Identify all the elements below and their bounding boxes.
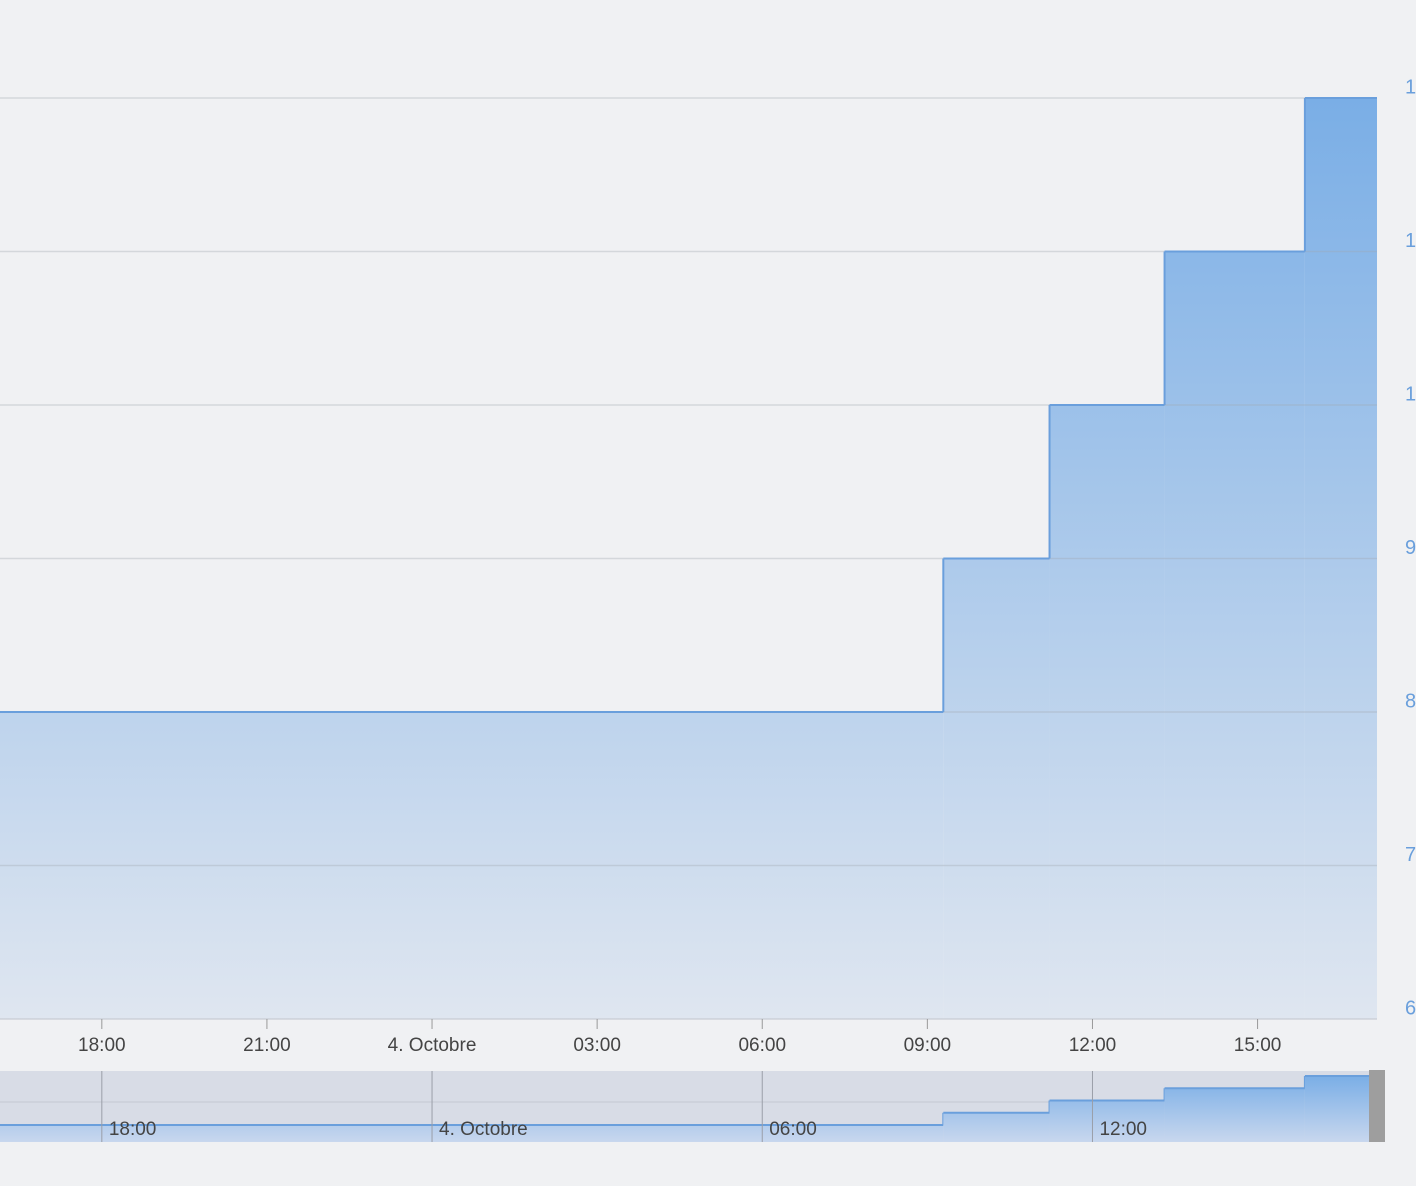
y-tick-label: 60 [1405,997,1416,1019]
x-tick-label: 09:00 [904,1035,952,1056]
area-step [1164,251,1305,1019]
navigator-handle[interactable] [1369,1070,1385,1142]
x-tick-label: 06:00 [738,1035,786,1056]
area-step [0,712,944,1019]
navigator-area [1164,1088,1305,1142]
navigator-tick-label: 18:00 [109,1119,157,1140]
navigator-tick-label: 12:00 [1099,1119,1147,1140]
y-tick-label: 80 [1405,690,1416,712]
y-tick-label: 110 [1405,230,1416,252]
navigator-tick-label: 06:00 [769,1119,817,1140]
x-tick-label: 12:00 [1069,1035,1117,1056]
navigator-area [0,1125,944,1142]
y-tick-label: 100 [1405,383,1416,405]
x-tick-label: 18:00 [78,1035,126,1056]
x-tick-label: 03:00 [573,1035,621,1056]
y-tick-label: 90 [1405,537,1416,559]
navigator-area [1049,1100,1165,1142]
area-step [1049,405,1165,1019]
x-tick-label: 15:00 [1234,1035,1282,1056]
navigator-area [1304,1076,1369,1142]
area-step [943,558,1050,1019]
navigator-tick-label: 4. Octobre [439,1119,528,1140]
x-tick-label: 21:00 [243,1035,291,1056]
y-tick-label: 120 [1405,76,1416,98]
y-tick-label: 70 [1405,844,1416,866]
area-step [1304,98,1377,1019]
navigator-area [943,1112,1050,1142]
x-tick-label: 4. Octobre [388,1035,477,1056]
